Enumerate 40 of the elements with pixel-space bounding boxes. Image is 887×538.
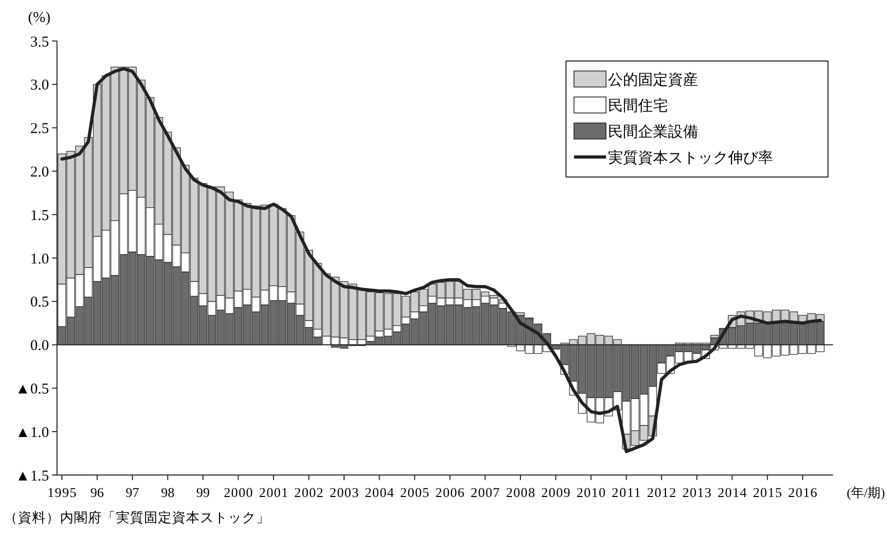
x-tick-label: 2005 [400, 485, 430, 500]
legend-label: 公的固定資産 [608, 71, 698, 88]
x-tick-label: 96 [90, 485, 104, 500]
x-tick-label: 2004 [364, 485, 394, 500]
legend-label: 実質資本ストック伸び率 [608, 149, 773, 166]
x-tick-label: 2010 [576, 485, 606, 500]
x-tick-label: 2003 [330, 485, 359, 500]
y-tick-label: ▲1.0 [15, 424, 49, 441]
y-tick-label: 0.0 [30, 338, 49, 354]
x-tick-label: 2011 [612, 485, 641, 500]
y-axis-title: (%) [28, 10, 50, 26]
x-tick-label: 2007 [470, 485, 500, 500]
x-tick-label: 99 [196, 485, 210, 500]
x-tick-label: 2000 [224, 485, 254, 500]
y-tick-label: 2.5 [30, 121, 49, 138]
y-tick-label: 1.5 [30, 208, 49, 224]
legend-label: 民間企業設備 [608, 123, 698, 140]
x-tick-label: 97 [126, 485, 140, 500]
y-tick-label: ▲1.5 [15, 468, 49, 484]
x-tick-label: 2008 [506, 485, 536, 500]
text: （資料）内閣府「実質固定資本ストック」 [4, 510, 270, 525]
y-tick-label: 3.5 [30, 34, 49, 50]
x-tick-label: 2016 [788, 485, 818, 500]
x-tick-label: 98 [160, 485, 175, 500]
y-tick-label: 2.0 [30, 164, 49, 180]
x-tick-label: 2009 [541, 485, 570, 500]
x-axis-title: (年/期) [846, 485, 885, 500]
x-tick-label: 2014 [718, 485, 747, 500]
x-tick-label: 2001 [259, 485, 288, 500]
x-tick-label: 2012 [647, 485, 676, 500]
y-tick-label: 1.0 [30, 251, 49, 268]
x-tick-label: 2006 [435, 485, 465, 500]
y-tick-label: 3.0 [30, 78, 49, 94]
x-tick-label: 2002 [294, 485, 324, 500]
x-tick-label: 2013 [682, 485, 712, 500]
legend-label: 民間住宅 [608, 97, 668, 114]
x-tick-label: 1995 [47, 485, 77, 500]
y-tick-label: ▲0.5 [15, 381, 49, 398]
x-tick-label: 2015 [752, 485, 782, 500]
y-tick-label: 0.5 [30, 294, 49, 311]
